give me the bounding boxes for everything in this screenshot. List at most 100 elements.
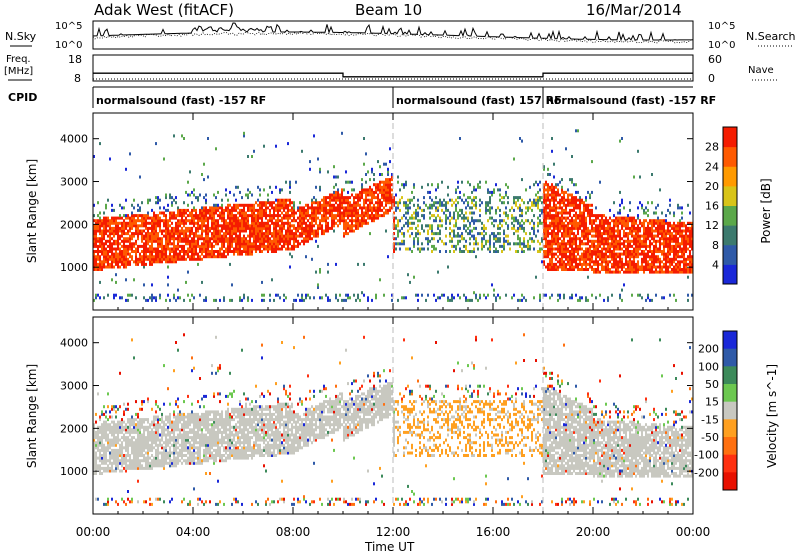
range-gate-cell (125, 244, 127, 248)
range-gate-cell (135, 226, 137, 230)
range-gate-cell (449, 250, 451, 253)
range-gate-cell (107, 260, 109, 264)
range-gate-cell (115, 216, 117, 220)
range-gate-cell (155, 234, 157, 238)
range-gate-cell (573, 198, 575, 202)
range-gate-cell (601, 257, 603, 261)
range-gate-cell (573, 247, 575, 251)
range-gate-cell (417, 229, 419, 233)
range-gate-cell (335, 293, 337, 297)
range-gate-cell (235, 226, 237, 230)
range-gate-cell (517, 226, 519, 230)
range-gate-cell (283, 201, 285, 205)
range-gate-cell (315, 214, 317, 218)
range-gate-cell (665, 265, 667, 269)
range-gate-cell (527, 244, 529, 248)
range-gate-cell (193, 214, 195, 218)
range-gate-cell (169, 219, 171, 223)
range-gate-cell (541, 239, 543, 243)
range-gate-cell (689, 250, 691, 253)
range-gate-cell (607, 265, 609, 269)
range-gate-cell (439, 224, 441, 228)
range-gate-cell (253, 229, 255, 233)
range-gate-cell (365, 196, 367, 200)
range-gate-cell (553, 252, 555, 256)
range-gate-cell (633, 234, 635, 238)
range-gate-cell (235, 237, 237, 241)
range-gate-cell (515, 219, 517, 223)
range-gate-cell (437, 239, 439, 243)
range-gate-cell (293, 247, 295, 251)
range-gate-cell (557, 188, 559, 192)
range-gate-cell (169, 224, 171, 228)
range-gate-cell (227, 239, 229, 243)
range-gate-cell (153, 257, 155, 261)
range-gate-cell (197, 198, 199, 202)
range-gate-cell (469, 250, 471, 253)
range-gate-cell (339, 211, 341, 215)
range-gate-cell (551, 188, 553, 192)
range-gate-cell (487, 219, 489, 223)
range-gate-cell (413, 275, 415, 279)
range-gate-cell (121, 206, 123, 210)
range-gate-cell (417, 211, 419, 215)
range-gate-cell (565, 265, 567, 269)
range-gate-cell (387, 201, 389, 205)
range-gate-cell (353, 229, 355, 233)
range-gate-cell (279, 198, 281, 202)
range-gate-cell (619, 255, 621, 259)
range-gate-cell (183, 239, 185, 243)
range-gate-cell (673, 237, 675, 241)
range-gate-cell (495, 239, 497, 243)
range-gate-cell (225, 232, 227, 236)
range-gate-cell (387, 167, 389, 171)
range-gate-cell (169, 216, 171, 220)
noise-right-tick-bottom: 10^0 (708, 40, 735, 51)
range-gate-cell (245, 242, 247, 246)
range-gate-cell (591, 190, 593, 194)
range-gate-cell (313, 206, 315, 210)
range-gate-cell (639, 175, 641, 179)
range-gate-cell (609, 224, 611, 228)
range-gate-cell (215, 234, 217, 238)
range-gate-cell (591, 265, 593, 269)
range-gate-cell (479, 185, 481, 189)
range-gate-cell (117, 257, 119, 261)
range-gate-cell (157, 219, 159, 223)
range-gate-cell (271, 234, 273, 238)
range-gate-cell (193, 250, 195, 253)
range-gate-cell (199, 247, 201, 251)
range-gate-cell (185, 190, 187, 194)
range-gate-cell (683, 252, 685, 256)
range-gate-cell (517, 196, 519, 200)
range-gate-cell (299, 201, 301, 205)
range-gate-cell (623, 244, 625, 248)
range-gate-cell (343, 198, 345, 202)
range-gate-cell (465, 244, 467, 248)
range-gate-cell (545, 255, 547, 259)
range-gate-cell (543, 293, 545, 297)
range-gate-cell (621, 288, 623, 292)
range-gate-cell (117, 237, 119, 241)
range-gate-cell (253, 234, 255, 238)
range-gate-cell (167, 239, 169, 243)
range-gate-cell (493, 288, 495, 292)
range-gate-cell (347, 190, 349, 194)
range-gate-cell (277, 208, 279, 212)
range-gate-cell (559, 216, 561, 220)
range-gate-cell (149, 226, 151, 230)
range-gate-cell (153, 211, 155, 215)
range-gate-cell (301, 293, 303, 297)
range-gate-cell (157, 201, 159, 205)
range-gate-cell (133, 260, 135, 264)
range-gate-cell (665, 255, 667, 259)
range-gate-cell (579, 247, 581, 251)
range-gate-cell (119, 221, 121, 225)
range-gate-cell (199, 234, 201, 238)
range-gate-cell (675, 234, 677, 238)
range-gate-cell (177, 288, 179, 292)
range-gate-cell (343, 196, 345, 200)
range-gate-cell (547, 242, 549, 246)
range-gate-cell (665, 260, 667, 264)
range-gate-cell (257, 203, 259, 207)
